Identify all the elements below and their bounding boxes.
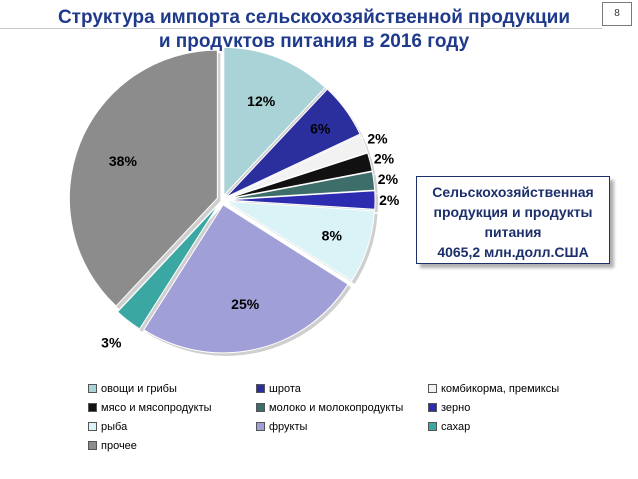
legend-label: овощи и грибы [101, 383, 177, 395]
pie-slice-label: 12% [247, 93, 276, 109]
legend-swatch [428, 402, 437, 412]
pie-slice-label: 3% [101, 335, 122, 351]
chart-legend: овощи и грибы шрота комбикорма, премиксы мя… [88, 380, 608, 460]
pie-slice-2 [225, 88, 361, 198]
pie-slice-4 [226, 152, 373, 200]
callout-line-2: продукция и продукты [433, 204, 593, 220]
legend-label: шрота [269, 383, 301, 395]
legend-swatch [88, 440, 97, 450]
legend-item: мясо и мясопродукты [88, 399, 212, 417]
total-callout: Сельскохозяйственная продукция и продукт… [416, 176, 610, 264]
legend-swatch [88, 421, 97, 431]
legend-swatch [88, 402, 97, 412]
legend-swatch [256, 402, 265, 412]
pie-slice-7 [226, 201, 375, 282]
title-line-2: и продуктов питания в 2016 году [158, 31, 470, 52]
page-number: 8 [602, 2, 632, 26]
pie-slice-3 [226, 134, 369, 199]
page-title: Структура импорта сельскохозяйственной п… [40, 6, 588, 54]
legend-item: рыба [88, 418, 127, 436]
callout-line-3: питания [484, 224, 542, 240]
legend-swatch [428, 421, 437, 431]
legend-item: комбикорма, премиксы [428, 380, 559, 398]
pie-slice-6 [226, 190, 376, 210]
legend-label: зерно [441, 402, 471, 414]
legend-item: прочее [88, 437, 137, 455]
pie-slice-label: 2% [379, 192, 400, 208]
legend-label: комбикорма, премиксы [441, 383, 560, 395]
pie-slice-label: 6% [310, 121, 331, 137]
legend-item: молоко и молокопродукты [256, 399, 403, 417]
title-line-1: Структура импорта сельскохозяйственной п… [57, 7, 571, 28]
pie-slice-5 [226, 171, 376, 200]
pie-slice-label: 8% [322, 228, 343, 244]
pie-slice-10 [68, 49, 218, 307]
legend-item: фрукты [256, 418, 307, 436]
pie-slice-1 [223, 46, 326, 197]
legend-swatch [88, 383, 97, 393]
callout-line-1: Сельскохозяйственная [432, 184, 594, 200]
title-divider [0, 28, 602, 29]
legend-label: рыба [101, 421, 128, 433]
pie-slice-label: 2% [374, 150, 395, 166]
legend-swatch [428, 383, 437, 393]
legend-label: прочее [101, 440, 137, 452]
legend-item: шрота [256, 380, 301, 398]
pie-slice-9 [116, 203, 220, 330]
pie-slice-label: 2% [367, 130, 388, 146]
pie-slice-label: 38% [109, 153, 138, 169]
legend-item: овощи и грибы [88, 380, 177, 398]
legend-label: фрукты [269, 421, 308, 433]
legend-label: мясо и мясопродукты [101, 402, 212, 414]
pie-slice-8 [143, 204, 349, 354]
legend-swatch [256, 421, 265, 431]
pie-slice-label: 2% [378, 171, 399, 187]
legend-label: сахар [441, 421, 471, 433]
legend-label: молоко и молокопродукты [269, 402, 404, 414]
legend-item: сахар [428, 418, 470, 436]
legend-item: зерно [428, 399, 470, 417]
legend-swatch [256, 383, 265, 393]
pie-slice-label: 25% [231, 296, 260, 312]
callout-line-4: 4065,2 млн.долл.США [437, 244, 589, 260]
